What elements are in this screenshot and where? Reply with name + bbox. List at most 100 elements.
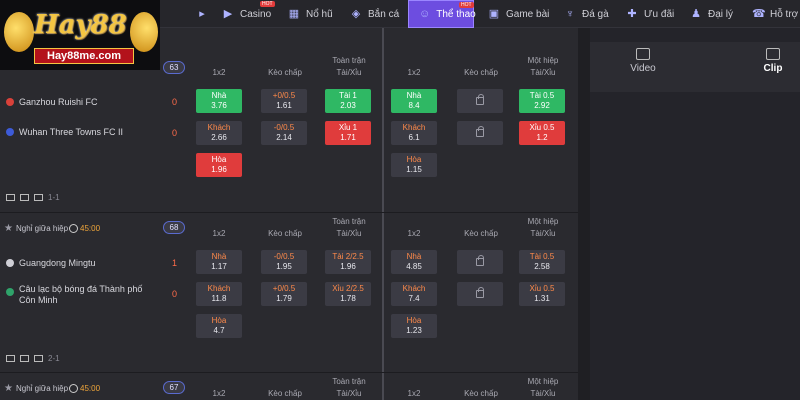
market-count-badge[interactable]: 67 [163, 381, 185, 394]
match-section: ★ Nghỉ giữa hiệp 45:00 67 1x2 Kèo chấp T… [0, 373, 578, 400]
nav-item-agent[interactable]: ♟ Đại lý [690, 0, 733, 28]
nav-label: Đá gà [582, 8, 609, 20]
odd-h1-draw[interactable]: Hòa 1.23 [391, 314, 437, 338]
away-score: 0 [172, 289, 178, 299]
col-header-ft-ou-line1: Toàn trận [332, 377, 366, 386]
odd-ft-home[interactable]: Nhà 1.17 [196, 250, 242, 274]
odd-h1-over[interactable]: Tài 0.5 2.58 [519, 250, 565, 274]
dragon-left-icon [4, 12, 34, 52]
odd-ft-away[interactable]: Khách 2.66 [196, 121, 242, 145]
nav-item-casino[interactable]: ▶ Casino HOT [222, 0, 275, 28]
team-name: Câu lạc bộ bóng đá Thành phố Côn Minh [19, 284, 143, 305]
odd-h1-home[interactable]: Nhà 8.4 [391, 89, 437, 113]
nav-partial-item[interactable]: ▸ [196, 0, 214, 28]
away-team[interactable]: Wuhan Three Towns FC II [6, 127, 123, 138]
nav-item-promotions[interactable]: ✚ Ưu đãi [626, 0, 674, 28]
odd-h1-handicap-away-locked [457, 121, 503, 145]
nav-item-cockfight[interactable]: ♆ Đá gà [564, 0, 609, 28]
col-header-h1-ou-line2: Tài/Xỉu [530, 68, 556, 77]
tab-video[interactable]: Video [608, 48, 678, 74]
tab-label: Video [630, 63, 656, 74]
site-logo[interactable]: Hay88 Hay88me.com [0, 0, 160, 70]
video-icon[interactable] [6, 194, 15, 201]
stats-icon[interactable] [20, 355, 29, 362]
section-separator [0, 212, 578, 213]
col-header-ft-1x2: 1x2 [212, 389, 226, 398]
odd-h1-under[interactable]: Xỉu 0.5 1.2 [519, 121, 565, 145]
odd-ft-over[interactable]: Tài 2/2.5 1.96 [325, 250, 371, 274]
logo-text: Hay88 [34, 10, 127, 40]
odd-h1-home[interactable]: Nhà 4.85 [391, 250, 437, 274]
tab-clip[interactable]: Clip [738, 48, 800, 74]
field-icon[interactable] [34, 355, 43, 362]
col-header-ft-ou-line1: Toàn trận [332, 56, 366, 65]
tab-label: Clip [763, 63, 783, 74]
match-tools: 1-1 [6, 193, 60, 202]
nav-item-sports[interactable]: ☺ Thể thao HOT [408, 0, 476, 28]
nav-item-fishing[interactable]: ◈ Bắn cá [350, 0, 399, 28]
home-team[interactable]: Guangdong Mingtu [6, 258, 96, 269]
odd-h1-over[interactable]: Tài 0.5 2.92 [519, 89, 565, 113]
hot-badge: HOT [260, 1, 275, 7]
team-crest-icon [6, 288, 14, 296]
odd-ft-away[interactable]: Khách 11.8 [196, 282, 242, 306]
col-header-ft-ou-line2: Tài/Xỉu [336, 229, 362, 238]
col-header-ft-handicap: Kèo chấp [268, 68, 302, 77]
odd-ft-handicap-away[interactable]: +0/0.5 1.79 [261, 282, 307, 306]
team-name: Wuhan Three Towns FC II [19, 127, 124, 137]
odd-h1-away[interactable]: Khách 6.1 [391, 121, 437, 145]
clock-icon [69, 384, 79, 393]
nav-item-slots[interactable]: ▦ Nổ hũ [288, 0, 333, 28]
col-header-h1-ou-line2: Tài/Xỉu [530, 229, 556, 238]
odd-ft-under[interactable]: Xỉu 2/2.5 1.78 [325, 282, 371, 306]
team-name: Ganzhou Ruishi FC [19, 97, 98, 107]
dragon-right-icon [130, 12, 158, 52]
odd-ft-draw[interactable]: Hòa 4.7 [196, 314, 242, 338]
col-header-ft-1x2: 1x2 [212, 68, 226, 77]
slot-icon: ▦ [288, 8, 300, 20]
nav-label: Thể thao [436, 8, 476, 20]
favorite-star-icon[interactable]: ★ [4, 223, 13, 234]
video-icon[interactable] [6, 355, 15, 362]
col-header-h1-ou-line2: Tài/Xỉu [530, 389, 556, 398]
media-tabs: Video Clip [590, 42, 800, 92]
nav-label: Đại lý [708, 8, 734, 20]
odd-ft-home[interactable]: Nhà 3.76 [196, 89, 242, 113]
lock-icon [476, 94, 484, 105]
agent-icon: ♟ [691, 8, 701, 20]
odd-h1-away[interactable]: Khách 7.4 [391, 282, 437, 306]
half-time-score: 1-1 [48, 193, 60, 202]
odd-ft-handicap-home[interactable]: +0/0.5 1.61 [261, 89, 307, 113]
col-header-h1-handicap: Kèo chấp [464, 68, 498, 77]
odd-h1-under[interactable]: Xỉu 0.5 1.31 [519, 282, 565, 306]
odd-h1-handicap-home-locked [457, 89, 503, 113]
nav-item-card-games[interactable]: ▣ Game bài [488, 0, 550, 28]
col-header-ft-handicap: Kèo chấp [268, 229, 302, 238]
favorite-star-icon[interactable]: ★ [4, 383, 13, 394]
rooster-icon: ♆ [565, 8, 575, 20]
partial-icon: ▸ [199, 8, 205, 20]
nav-item-support[interactable]: ☎ Hỗ trợ [752, 0, 798, 28]
col-header-ft-ou-line2: Tài/Xỉu [336, 389, 362, 398]
col-header-h1-handicap: Kèo chấp [464, 389, 498, 398]
match-status: ★ Nghỉ giữa hiệp 45:00 [4, 223, 100, 234]
col-header-h1-ou-line1: Một hiệp [527, 377, 559, 386]
odd-ft-draw[interactable]: Hòa 1.96 [196, 153, 242, 177]
stats-icon[interactable] [20, 194, 29, 201]
clock-icon [69, 224, 79, 233]
sports-icon: ☺ [419, 8, 431, 20]
away-team[interactable]: Câu lạc bộ bóng đá Thành phố Côn Minh [6, 284, 146, 306]
home-team[interactable]: Ganzhou Ruishi FC [6, 97, 98, 108]
team-crest-icon [6, 98, 14, 106]
odd-ft-over[interactable]: Tài 1 2.03 [325, 89, 371, 113]
lock-icon [476, 255, 484, 266]
field-icon[interactable] [34, 194, 43, 201]
odd-h1-draw[interactable]: Hòa 1.15 [391, 153, 437, 177]
odd-h1-handicap-home-locked [457, 250, 503, 274]
odd-ft-handicap-home[interactable]: -0/0.5 1.95 [261, 250, 307, 274]
odd-ft-under[interactable]: Xỉu 1 1.71 [325, 121, 371, 145]
odd-ft-handicap-away[interactable]: -0/0.5 2.14 [261, 121, 307, 145]
video-icon [636, 48, 650, 60]
market-count-badge[interactable]: 63 [163, 61, 185, 74]
market-count-badge[interactable]: 68 [163, 221, 185, 234]
